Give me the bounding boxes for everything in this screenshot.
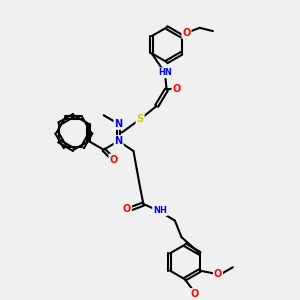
Text: NH: NH	[153, 206, 167, 215]
Text: O: O	[110, 154, 118, 165]
Text: S: S	[136, 114, 144, 124]
Text: O: O	[214, 269, 222, 279]
Text: O: O	[172, 84, 181, 94]
Text: N: N	[115, 136, 123, 146]
Text: HN: HN	[158, 68, 172, 77]
Text: N: N	[115, 119, 123, 129]
Text: O: O	[182, 28, 190, 38]
Text: O: O	[190, 289, 199, 299]
Text: O: O	[123, 204, 131, 214]
